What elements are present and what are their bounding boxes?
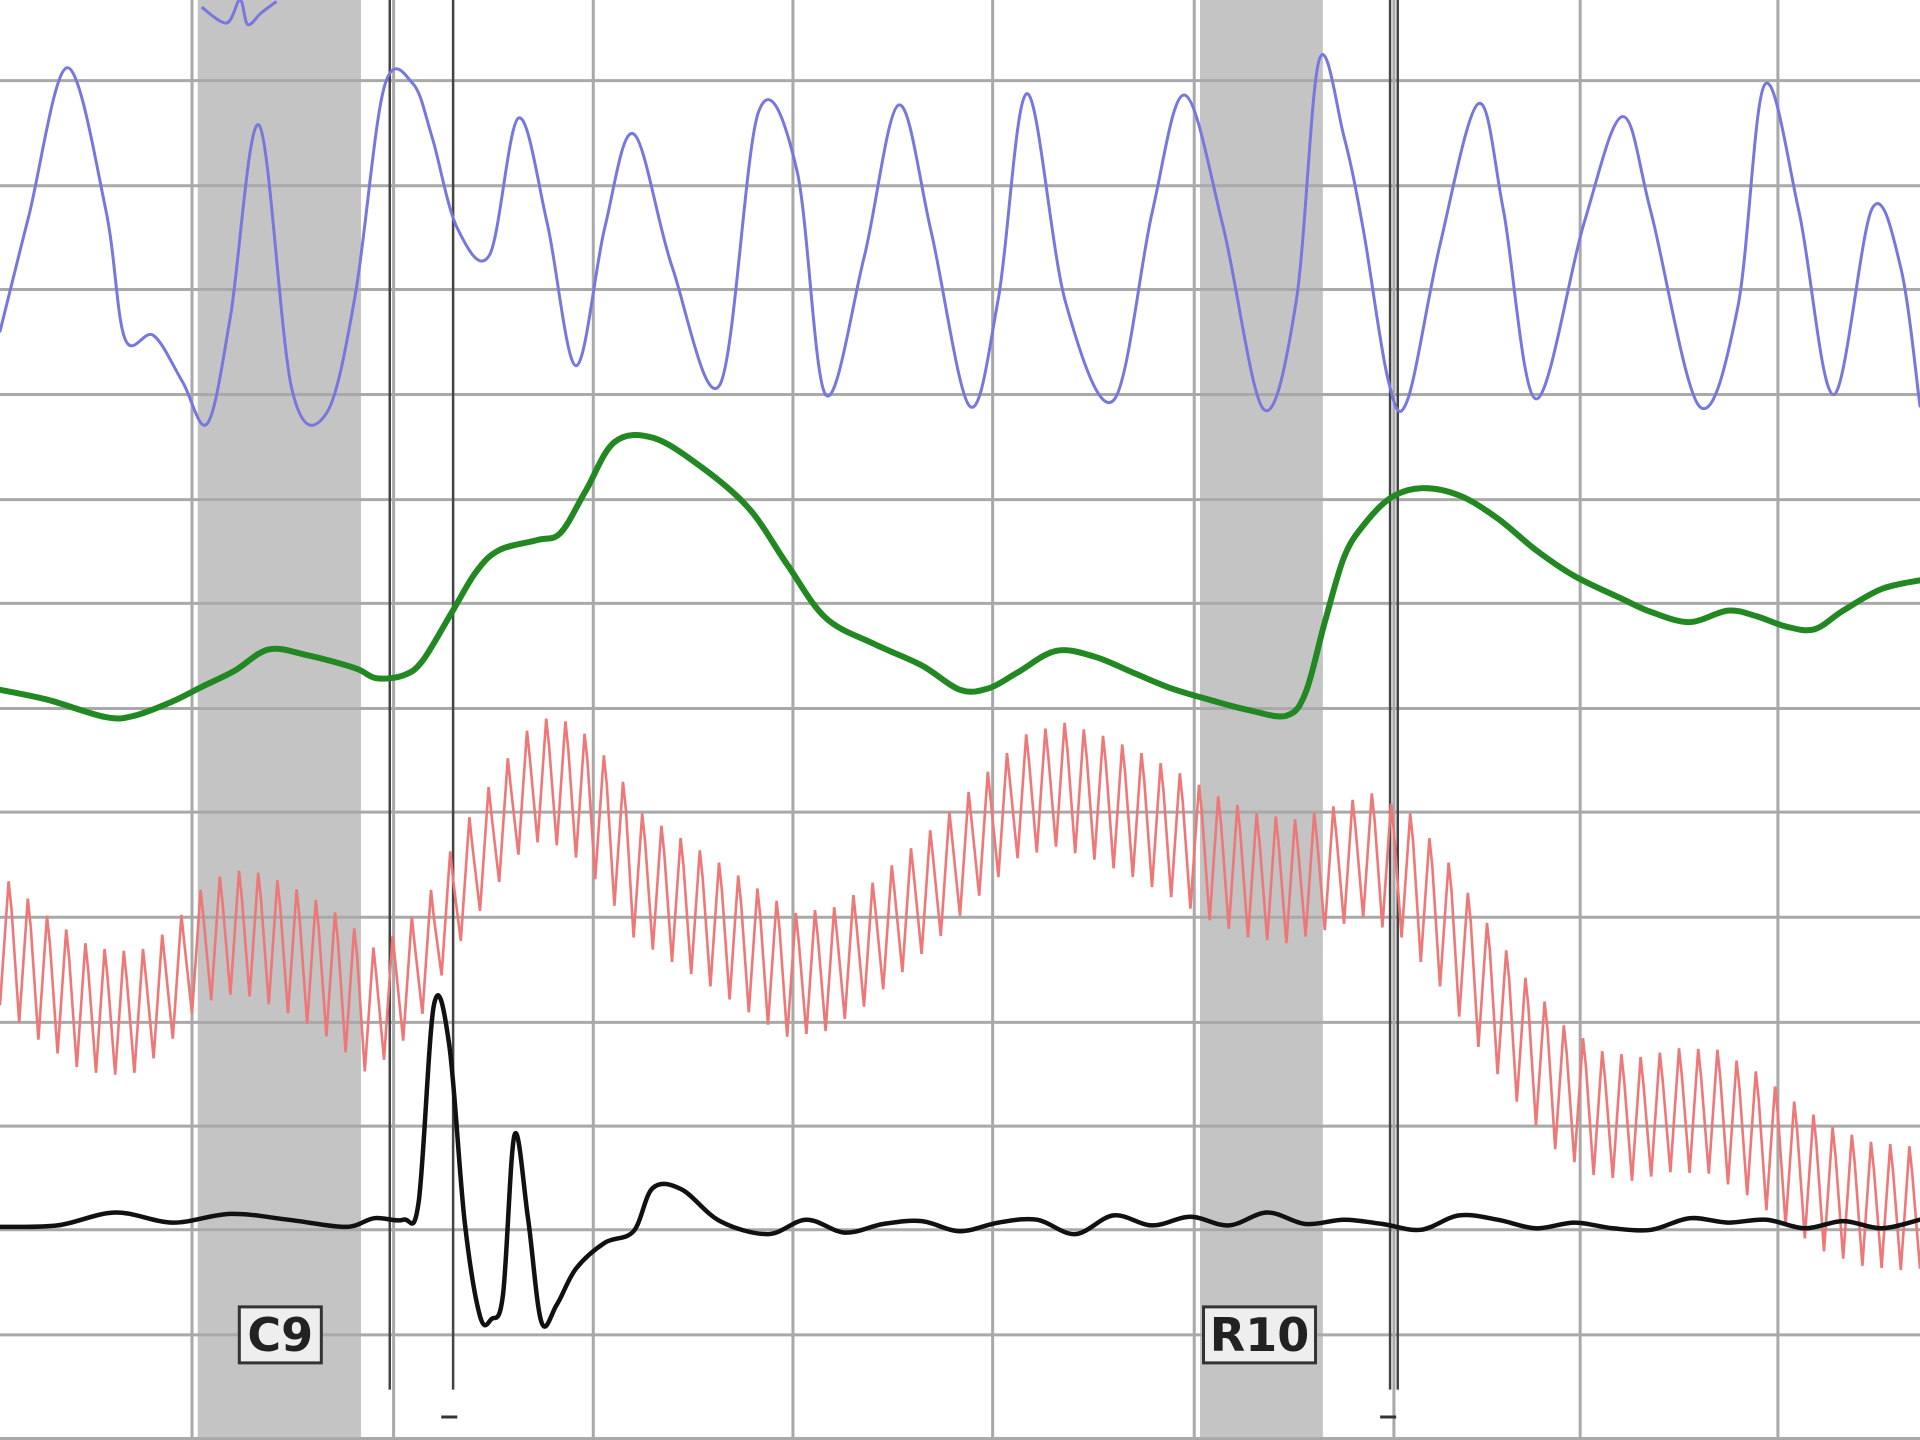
region-label-box-c9: [237, 1305, 323, 1365]
region-label-box-r10: [1202, 1305, 1318, 1365]
electrodermal-trace: [0, 432, 1920, 722]
respiration-fragment-trace: [200, 0, 278, 27]
region-label-c9: C9: [247, 1308, 313, 1362]
region-label-r10: R10: [1210, 1308, 1309, 1362]
series-traces: [0, 0, 1920, 1329]
cardio-pulse-trace: [0, 718, 1920, 1271]
event-lines: [388, 0, 1400, 1390]
region-labels: C9 R10: [237, 1305, 1397, 1419]
respiration-upper-trace: [0, 53, 1920, 427]
shaded-region-c9: [197, 0, 361, 1440]
activity-trace: [0, 993, 1920, 1329]
